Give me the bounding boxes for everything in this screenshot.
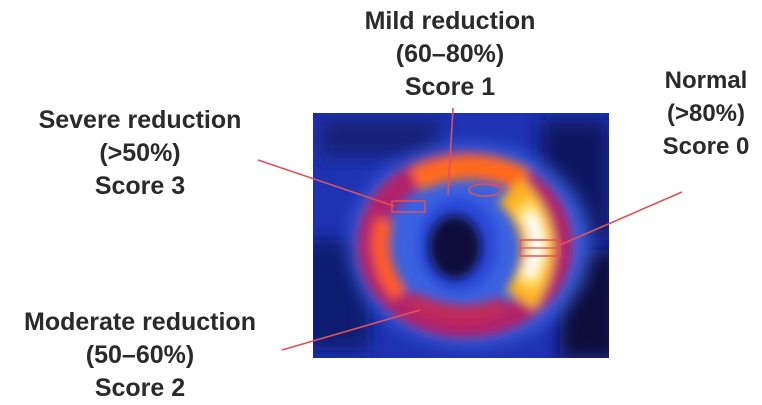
normal-score: Score 0	[662, 133, 750, 160]
moderate-title: Moderate reduction	[24, 308, 256, 336]
normal-range: (>80%)	[666, 100, 746, 127]
severe-score: Score 3	[94, 172, 186, 200]
normal-label: Normal (>80%) Score 0	[640, 64, 762, 163]
myocardial-ring	[357, 152, 573, 338]
mild-reduction-label: Mild reduction (60–80%) Score 1	[340, 5, 560, 104]
mild-range: (60–80%)	[395, 40, 505, 68]
moderate-reduction-label: Moderate reduction (50–60%) Score 2	[0, 306, 280, 405]
moderate-leader-line	[281, 309, 421, 351]
normal-title: Normal	[664, 67, 748, 94]
severe-leader-line	[257, 159, 395, 207]
severe-region-marker	[391, 200, 426, 213]
scan-image	[313, 113, 609, 358]
severe-reduction-label: Severe reduction (>50%) Score 3	[10, 104, 270, 203]
mild-region-marker	[468, 183, 502, 197]
severe-title: Severe reduction	[38, 106, 242, 134]
normal-leader-line	[559, 191, 683, 246]
mild-leader-line	[447, 107, 454, 196]
mild-title: Mild reduction	[364, 7, 536, 35]
moderate-range: (50–60%)	[85, 341, 195, 369]
moderate-score: Score 2	[94, 374, 186, 402]
severe-range: (>50%)	[99, 139, 181, 167]
mild-score: Score 1	[404, 73, 496, 101]
leader-lines	[257, 107, 683, 351]
